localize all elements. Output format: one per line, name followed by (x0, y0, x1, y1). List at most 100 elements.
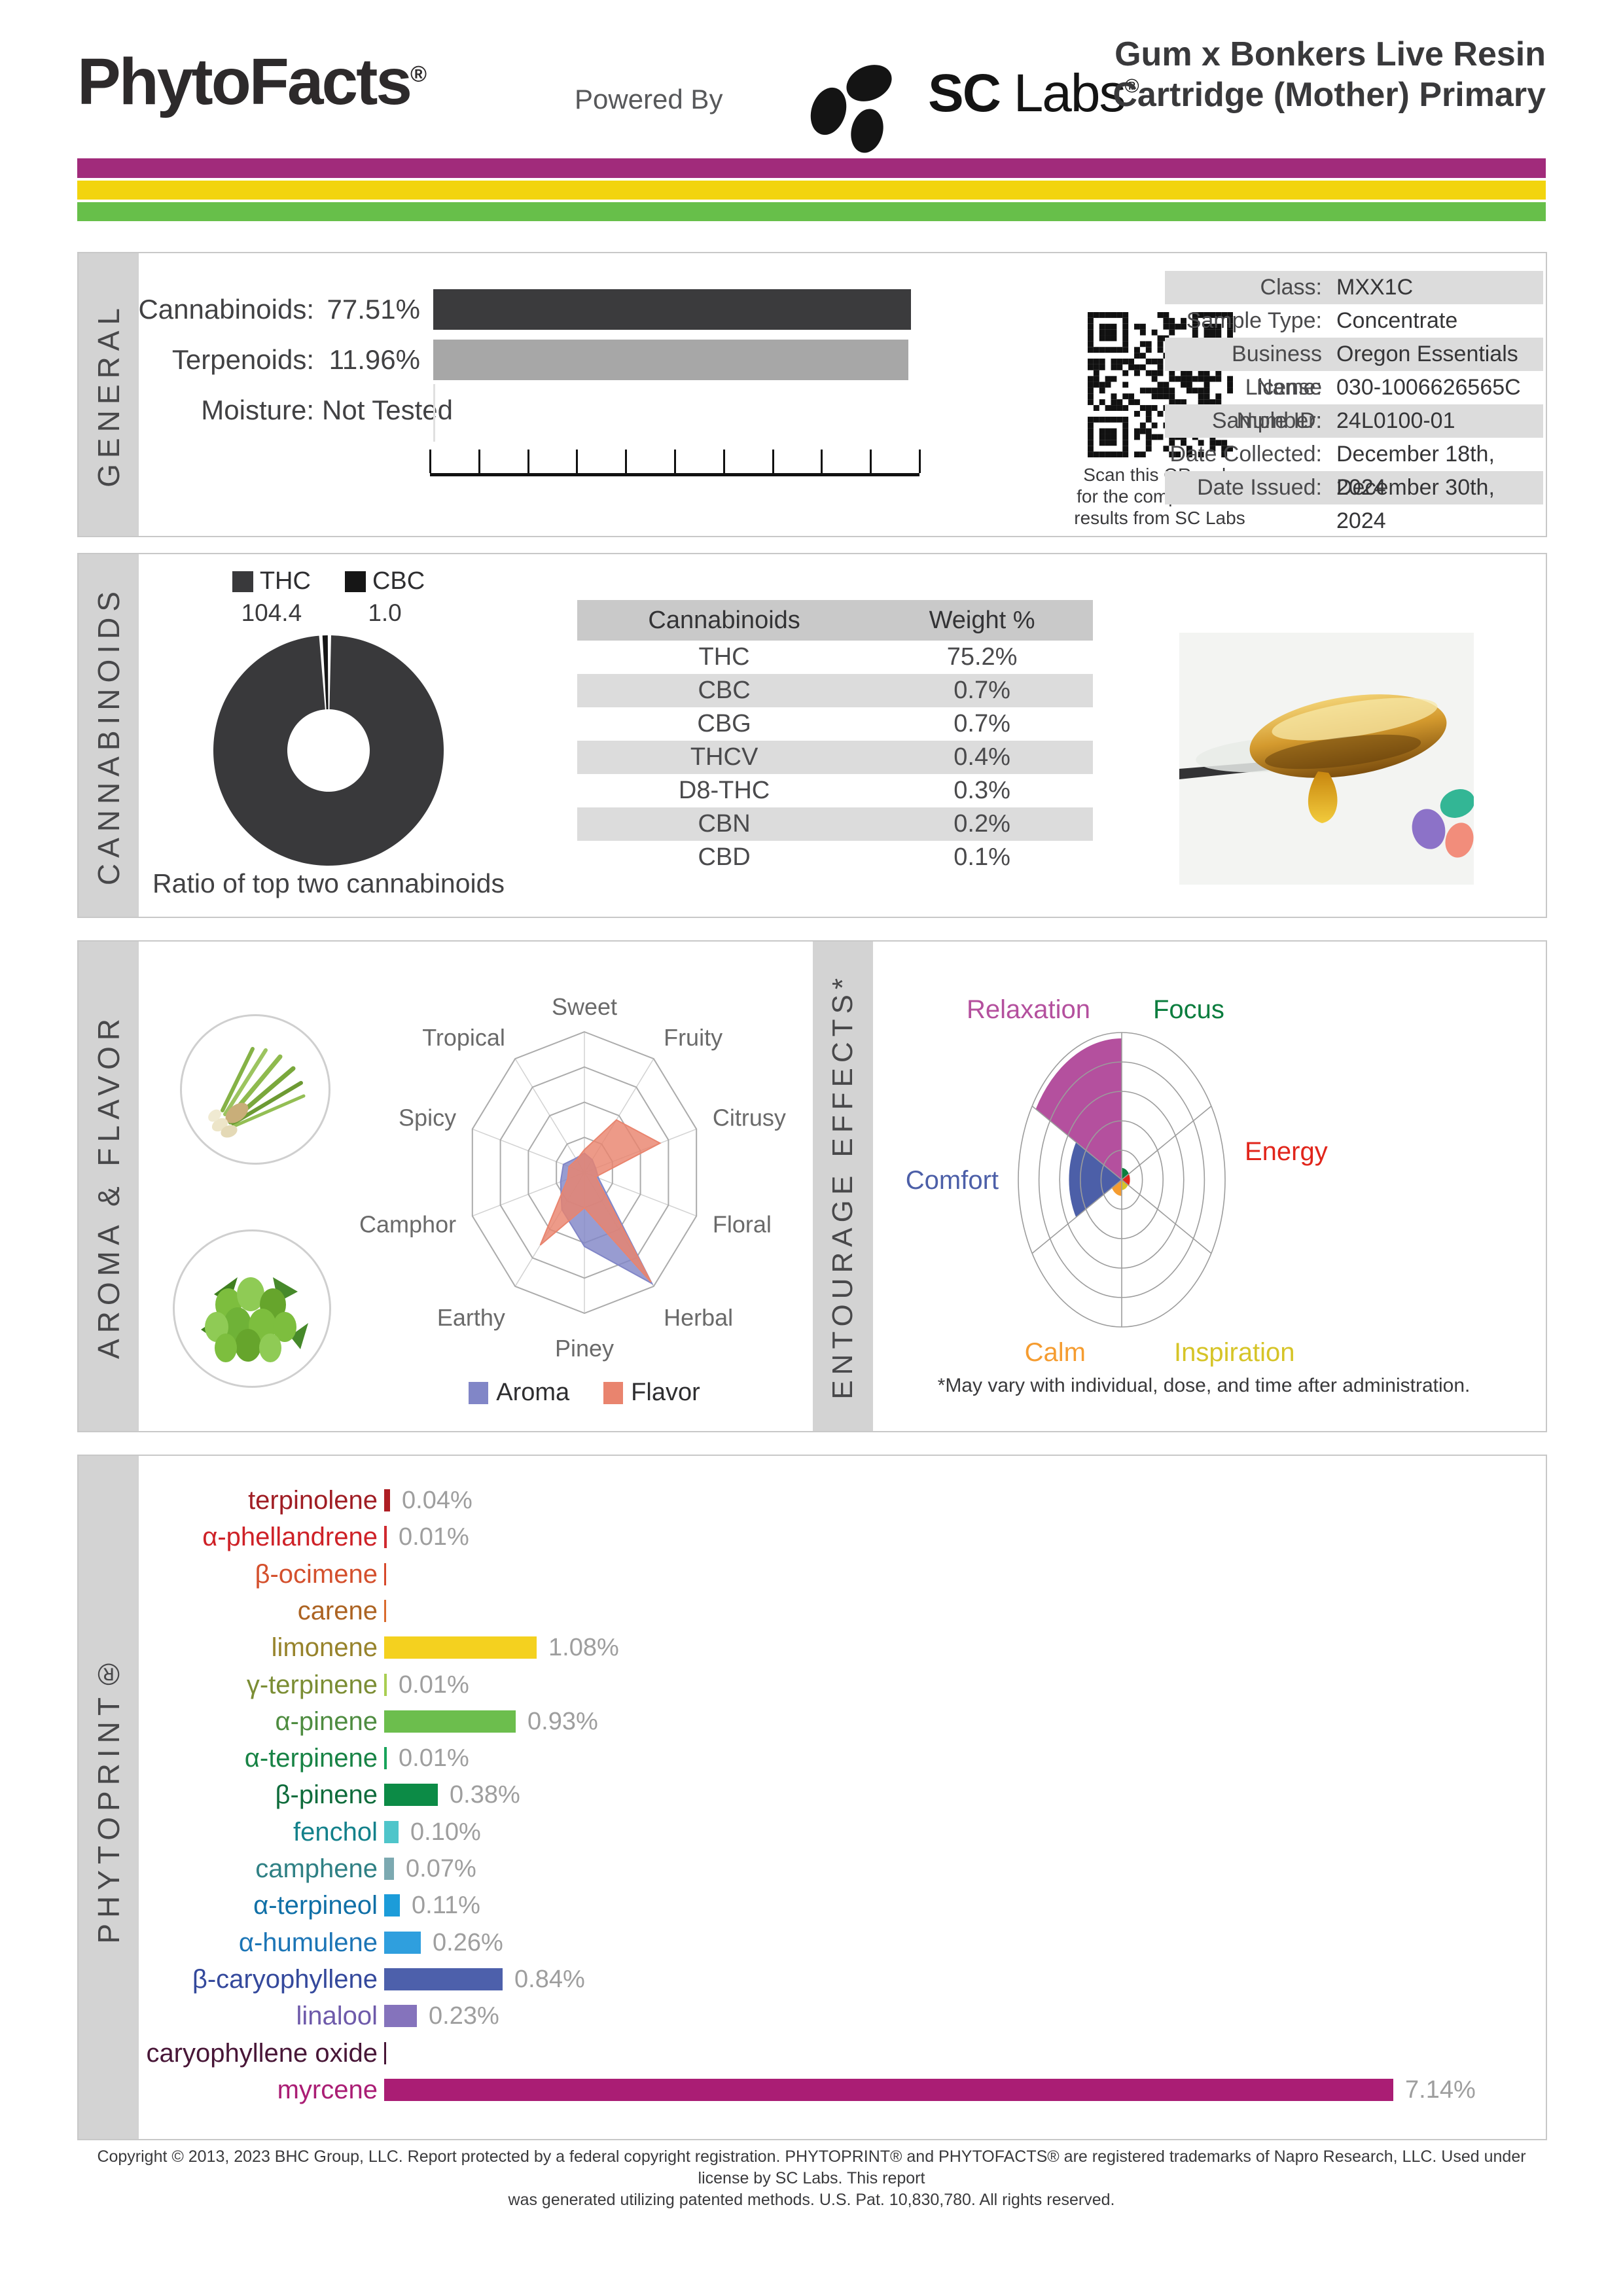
copyright-line1: Copyright © 2013, 2023 BHC Group, LLC. R… (97, 2147, 1526, 2187)
table-cell: 0.7% (954, 677, 1010, 704)
terpene-bar (384, 1599, 386, 1622)
table-row: CBC 0.7% (577, 674, 1093, 707)
lemongrass-photo (180, 1014, 330, 1165)
cannabinoids-total-value: 77.51% (327, 294, 420, 325)
info-label: Date Issued: (1197, 475, 1322, 500)
radar-axis-label: Tropical (422, 1024, 505, 1051)
terpene-value: 0.07% (406, 1855, 476, 1882)
moisture-label: Moisture: (201, 395, 314, 425)
terpene-bar (384, 1526, 387, 1549)
donut-legend: THC 104.4 CBC 1.0 (132, 567, 525, 627)
terpene-value: 0.23% (429, 2002, 499, 2030)
info-row: Sample Type: Concentrate (1165, 304, 1543, 338)
ruler-tick (527, 450, 529, 473)
table-cell: CBC (698, 677, 751, 704)
column-header: Cannabinoids (648, 607, 800, 634)
ruler-tick (919, 450, 921, 473)
terpene-label: camphene (255, 1854, 378, 1883)
brand-stripe-green (77, 202, 1546, 221)
legend-swatch (469, 1381, 489, 1404)
terpene-value: 0.84% (514, 1965, 585, 1993)
table-cell: THC (698, 643, 750, 671)
copyright-footer: Copyright © 2013, 2023 BHC Group, LLC. R… (79, 2146, 1544, 2211)
terpene-bar (384, 2041, 386, 2064)
section-cannabinoids: CANNABINOIDS THC 104.4 CBC 1.0 Ratio of top… (77, 553, 1547, 918)
terpene-value: 7.14% (1405, 2075, 1476, 2104)
info-row: Date Issued: December 30th, 2024 (1165, 471, 1543, 533)
cannabinoids-total-bar (433, 289, 911, 330)
terpene-label: α-phellandrene (202, 1523, 378, 1552)
entourage-label: Focus (1153, 995, 1224, 1024)
table-cell: 0.7% (954, 710, 1010, 737)
ruler-tick (429, 450, 431, 473)
terpene-row: β-caryophyllene 0.84% (144, 1961, 1526, 1998)
info-value: 24L0100-01 (1336, 408, 1455, 433)
info-value: Oregon Essentials (1336, 342, 1518, 366)
entourage-label: Energy (1245, 1137, 1328, 1166)
donut-legend-item: THC 104.4 (232, 567, 311, 627)
sc-labs-wordmark: SC Labs® (928, 63, 1139, 123)
section-general: GENERAL Cannabinoids: 77.51% Terpenoids:… (77, 252, 1547, 537)
table-cell: D8-THC (678, 777, 770, 804)
registered-mark: ® (410, 62, 427, 87)
terpene-value: 0.01% (399, 1670, 469, 1699)
powered-by-label: Powered By (575, 84, 723, 115)
section-phytoprint: PHYTOPRINT® terpinolene 0.04% α-phellandre… (77, 1455, 1547, 2140)
entourage-label: Relaxation (967, 995, 1090, 1024)
ruler-tick (674, 450, 676, 473)
terpene-row: caryophyllene oxide (144, 2035, 1526, 2072)
terpene-label: terpinolene (248, 1486, 378, 1515)
entourage-footnote: *May vary with individual, dose, and tim… (937, 1375, 1471, 1396)
ruler-tick (478, 450, 480, 473)
terpene-row: α-terpineol 0.11% (144, 1887, 1526, 1924)
terpene-label: α-pinene (275, 1706, 378, 1736)
table-cell: CBG (697, 710, 751, 737)
radar-legend-item: Flavor (603, 1379, 700, 1407)
aroma-sidebar-label: AROMA & FLAVOR (92, 1013, 126, 1360)
radar-axis-label: Herbal (664, 1304, 733, 1331)
info-label: Sample ID: (1211, 408, 1322, 433)
terpene-label: α-terpineol (253, 1891, 378, 1920)
ruler-tick (576, 450, 579, 473)
terpene-value: 1.08% (548, 1634, 619, 1662)
terpene-bar (384, 1673, 387, 1696)
table-cell: 0.2% (954, 810, 1010, 838)
ruler-tick (722, 450, 725, 473)
cannabinoids-sidebar: CANNABINOIDS (79, 554, 139, 917)
ruler-tick (821, 450, 823, 473)
sc-labs-icon (810, 65, 892, 153)
terpene-row: α-pinene 0.93% (144, 1703, 1526, 1740)
terpene-row: linalool 0.23% (144, 1998, 1526, 2034)
cannabinoids-total-label: Cannabinoids: (138, 294, 314, 325)
legend-value: 104.4 (241, 599, 302, 626)
entourage-label: Comfort (906, 1166, 999, 1195)
terpene-row: terpinolene 0.04% (144, 1482, 1526, 1519)
brand-stripe-yellow (77, 181, 1546, 200)
terpene-row: α-humulene 0.26% (144, 1924, 1526, 1961)
terpenoids-total-value: 11.96% (329, 344, 420, 375)
terpene-value: 0.04% (402, 1487, 473, 1514)
phytoprint-sidebar-label: PHYTOPRINT® (92, 1651, 126, 1944)
donut-legend-item: CBC 1.0 (344, 567, 425, 627)
legend-label: CBC (372, 567, 425, 595)
entourage-strip: ENTOURAGE EFFECTS* (813, 942, 873, 1431)
terpene-row: β-ocimene (144, 1556, 1526, 1593)
legend-label: THC (259, 567, 311, 595)
info-label: Date Collected: (1169, 442, 1322, 467)
table-row: THC 75.2% (577, 641, 1093, 674)
terpene-label: carene (297, 1596, 378, 1625)
info-value: MXX1C (1336, 275, 1414, 300)
aroma-flavor-radar: Sweet Fruity Citrusy Floral Herbal Piney Earth… (359, 993, 786, 1362)
terpene-label: caryophyllene oxide (146, 2038, 378, 2068)
legend-swatch (603, 1381, 624, 1404)
legend-label: Flavor (631, 1379, 700, 1406)
terpene-label: β-pinene (275, 1780, 378, 1810)
terpene-value: 0.26% (433, 1928, 503, 1956)
info-label: Business Name: (1232, 342, 1322, 400)
terpene-label: fenchol (293, 1817, 378, 1846)
entourage-label: Inspiration (1174, 1338, 1295, 1367)
column-header: Weight % (929, 607, 1035, 634)
table-cell: 0.3% (954, 777, 1010, 804)
terpene-bar (384, 2005, 417, 2028)
qr-code (1088, 312, 1233, 457)
